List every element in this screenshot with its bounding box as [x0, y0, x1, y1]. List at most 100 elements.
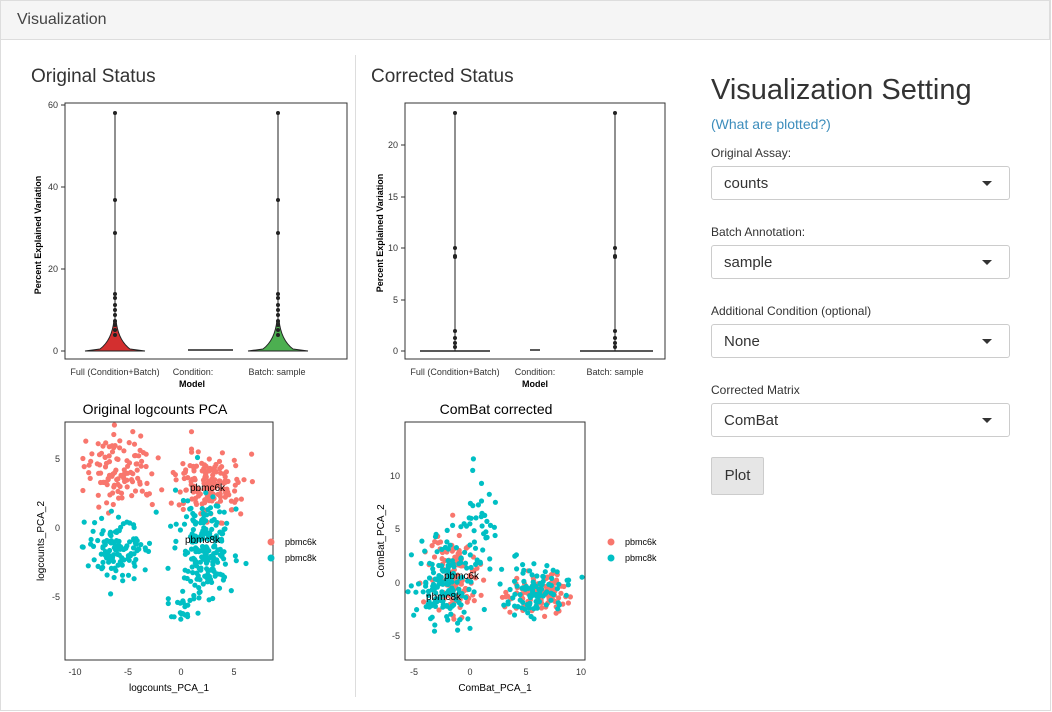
scatter-point [130, 429, 136, 435]
scatter-point [107, 529, 114, 535]
scatter-point [209, 579, 215, 585]
y-axis-label: Percent Explained Variation [375, 174, 385, 293]
scatter-point [473, 515, 479, 521]
original-assay-select[interactable]: counts [711, 166, 1010, 200]
scatter-point [206, 536, 212, 542]
scatter-point [100, 545, 106, 551]
scatter-point [478, 592, 484, 598]
violin-full [420, 111, 490, 352]
scatter-point [511, 612, 518, 618]
batch-annotation-select[interactable]: sample [711, 245, 1010, 279]
xtick: 0 [467, 667, 472, 677]
scatter-point [462, 549, 468, 555]
plot-button[interactable]: Plot [711, 457, 764, 495]
scatter-point [113, 547, 119, 553]
plot-border [404, 421, 586, 661]
scatter-point [429, 614, 435, 620]
scatter-point [121, 448, 127, 454]
scatter-point [219, 572, 225, 578]
scatter-point [104, 537, 110, 544]
scatter-point [521, 578, 527, 584]
pca-title: ComBat corrected [440, 401, 553, 417]
scatter-point [145, 548, 152, 554]
scatter-point [487, 556, 493, 562]
scatter-point [544, 589, 550, 595]
scatter-point [431, 628, 438, 634]
scatter-point [481, 531, 487, 537]
scatter-point [124, 543, 130, 549]
scatter-point [249, 479, 255, 485]
scatter-point [471, 528, 477, 534]
scatter-point [514, 566, 520, 572]
scatter-point [168, 614, 175, 620]
scatter-point [527, 594, 533, 600]
scatter-point [542, 613, 548, 619]
scatter-point [125, 572, 132, 578]
scatter-point [180, 611, 186, 617]
scatter-point [111, 574, 117, 581]
scatter-point [107, 492, 113, 498]
scatter-point [475, 502, 481, 508]
x-axis-label: Model [522, 379, 548, 389]
ytick: 5 [395, 524, 400, 534]
x-axis-label: ComBat_PCA_1 [458, 683, 532, 694]
scatter-point [195, 610, 201, 616]
scatter-point [185, 550, 191, 556]
corrected-pca-plot: ComBat corrected pbmc6k pbmc8k -5 0 5 10… [370, 398, 690, 703]
ytick: 15 [388, 192, 398, 202]
scatter-point [213, 503, 219, 509]
scatter-point [80, 455, 86, 462]
scatter-point [474, 565, 480, 571]
scatter-point [527, 600, 533, 606]
scatter-point [121, 471, 127, 477]
scatter-point [426, 599, 432, 605]
scatter-point [432, 534, 439, 540]
ytick: 20 [388, 140, 398, 150]
scatter-point [192, 533, 199, 539]
scatter-point [115, 456, 121, 462]
xtick: 5 [523, 667, 528, 677]
scatter-point [139, 458, 145, 464]
scatter-point [451, 616, 457, 622]
corrected-matrix-select[interactable]: ComBat [711, 403, 1010, 437]
scatter-point [216, 458, 223, 464]
what-are-plotted-link[interactable]: (What are plotted?) [711, 116, 831, 132]
scatter-point [436, 607, 442, 613]
scatter-point [200, 547, 207, 553]
scatter-point [466, 586, 472, 592]
scatter-point [550, 567, 556, 573]
scatter-point [241, 477, 247, 483]
scatter-point [454, 579, 460, 585]
scatter-point [458, 556, 464, 562]
scatter-point [405, 589, 411, 595]
scatter-point [182, 470, 188, 476]
scatter-point [126, 557, 132, 563]
scatter-point [188, 534, 194, 540]
scatter-point [544, 563, 550, 569]
xtick: -10 [68, 667, 81, 677]
scatter-point [104, 555, 110, 561]
scatter-point [143, 463, 149, 470]
scatter-point [445, 558, 451, 564]
additional-condition-select[interactable]: None [711, 324, 1010, 358]
scatter-point [114, 529, 120, 535]
scatter-point [531, 606, 537, 612]
scatter-point [132, 453, 138, 459]
scatter-point [212, 485, 218, 491]
scatter-point [491, 524, 497, 530]
scatter-point [180, 588, 186, 594]
scatter-point [134, 467, 140, 473]
scatter-point [118, 524, 124, 530]
scatter-points [79, 422, 255, 622]
scatter-point [422, 548, 428, 554]
scatter-point [132, 540, 138, 546]
scatter-point [96, 470, 102, 476]
scatter-point [172, 487, 179, 493]
scatter-point [512, 603, 518, 609]
scatter-point [221, 509, 227, 515]
scatter-point [517, 592, 523, 598]
scatter-point [194, 454, 201, 461]
scatter-point [432, 576, 438, 582]
scatter-point [111, 431, 117, 438]
scatter-point [177, 489, 183, 495]
